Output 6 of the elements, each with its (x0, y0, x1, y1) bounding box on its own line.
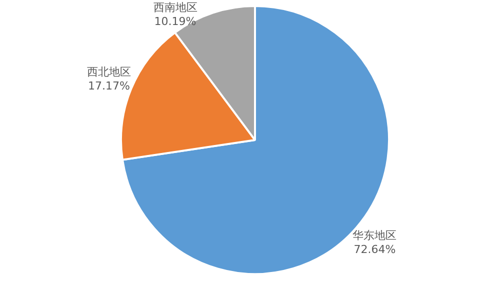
slice-label: 西南地区 (153, 0, 198, 14)
slice-label: 华东地区 (352, 229, 397, 242)
data-label: 17.17% (88, 80, 130, 93)
data-label: 72.64% (354, 243, 396, 256)
slice-label: 西北地区 (86, 66, 131, 79)
data-label: 10.19% (154, 14, 196, 28)
